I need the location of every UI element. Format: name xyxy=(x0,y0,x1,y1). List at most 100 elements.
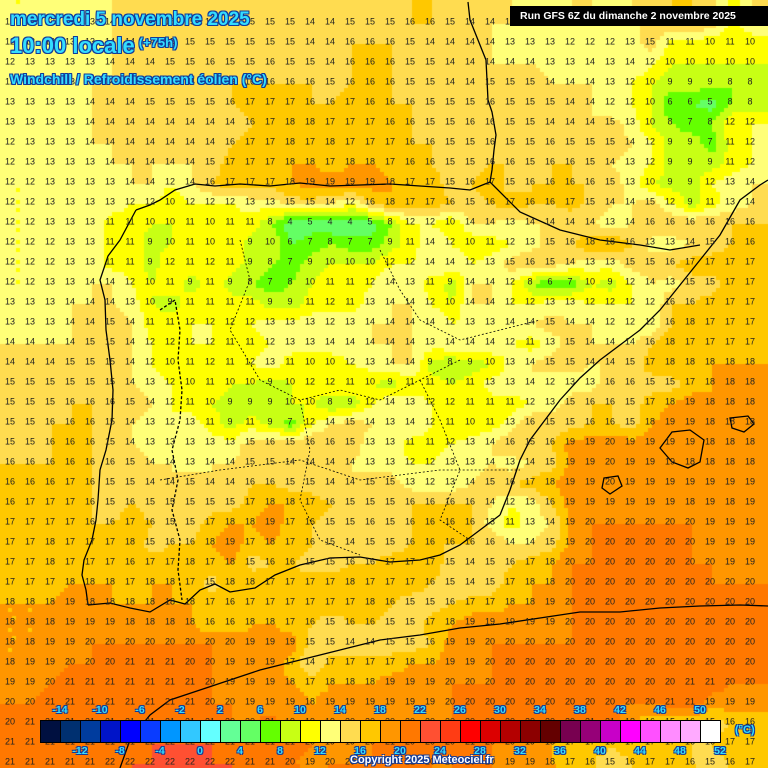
legend-swatch xyxy=(461,721,481,742)
grid-value: 19 xyxy=(64,616,76,627)
grid-value: 20 xyxy=(584,616,596,627)
grid-value: 9 xyxy=(167,296,173,307)
grid-value: 18 xyxy=(644,416,656,427)
grid-value: 13 xyxy=(44,216,56,227)
grid-value: 19 xyxy=(744,556,756,567)
grid-value: 15 xyxy=(344,496,356,507)
grid-value: 4 xyxy=(287,216,293,227)
grid-value: 15 xyxy=(104,496,116,507)
grid-value: 16 xyxy=(104,456,116,467)
grid-value: 20 xyxy=(604,536,616,547)
grid-value: 13 xyxy=(284,316,296,327)
grid-value: 11 xyxy=(125,256,135,267)
grid-value: 13 xyxy=(424,336,436,347)
grid-value: 20 xyxy=(464,676,476,687)
grid-value: 19 xyxy=(584,496,596,507)
grid-value: 16 xyxy=(344,76,356,87)
grid-value: 14 xyxy=(364,336,376,347)
grid-value: 17 xyxy=(324,156,336,167)
legend-tick-label: 40 xyxy=(594,745,606,757)
grid-value: 15 xyxy=(464,96,476,107)
grid-value: 18 xyxy=(224,576,236,587)
grid-value: 16 xyxy=(164,536,176,547)
grid-value: 20 xyxy=(604,556,616,567)
grid-value: 19 xyxy=(704,516,716,527)
legend-tick-label: 14 xyxy=(334,704,346,716)
grid-value: 13 xyxy=(24,36,36,47)
grid-value: 13 xyxy=(24,296,36,307)
grid-value: 12 xyxy=(504,296,516,307)
grid-value: 10 xyxy=(184,376,196,387)
grid-value: 17 xyxy=(744,736,756,747)
grid-value: 14 xyxy=(324,476,336,487)
grid-value: 16 xyxy=(24,456,36,467)
grid-value: 20 xyxy=(664,636,676,647)
grid-value: 17 xyxy=(404,576,416,587)
grid-value: 20 xyxy=(224,636,236,647)
grid-value: 15 xyxy=(324,536,336,547)
grid-value: 19 xyxy=(584,476,596,487)
grid-value: 15 xyxy=(104,436,116,447)
grid-value: 18 xyxy=(604,236,616,247)
grid-value: 11 xyxy=(185,256,195,267)
grid-value: 10 xyxy=(644,76,656,87)
grid-value: 16 xyxy=(544,176,556,187)
grid-value: 18 xyxy=(504,596,516,607)
grid-value: 14 xyxy=(584,76,596,87)
grid-value: 19 xyxy=(684,436,696,447)
grid-value: 14 xyxy=(484,216,496,227)
grid-value: 14 xyxy=(104,96,116,107)
grid-value: 12 xyxy=(644,56,656,67)
grid-value: 14 xyxy=(484,456,496,467)
grid-value: 12 xyxy=(384,256,396,267)
grid-value: 20 xyxy=(604,576,616,587)
grid-value: 16 xyxy=(524,196,536,207)
grid-value: 19 xyxy=(384,676,396,687)
grid-value: 21 xyxy=(104,696,116,707)
grid-value: 20 xyxy=(204,696,216,707)
grid-value: 20 xyxy=(624,556,636,567)
grid-value: 16 xyxy=(724,756,736,767)
grid-value: 15 xyxy=(104,376,116,387)
grid-value: 7 xyxy=(287,256,293,267)
grid-value: 20 xyxy=(604,636,616,647)
legend-tick-label: -2 xyxy=(175,704,185,716)
grid-value: 14 xyxy=(184,156,196,167)
grid-value: 18 xyxy=(144,596,156,607)
grid-value: 16 xyxy=(604,416,616,427)
grid-value: 18 xyxy=(364,156,376,167)
grid-value: 15 xyxy=(384,496,396,507)
grid-value: 9 xyxy=(187,276,193,287)
grid-value: 11 xyxy=(245,416,255,427)
grid-value: 18 xyxy=(344,676,356,687)
grid-value: 20 xyxy=(604,516,616,527)
grid-value: 15 xyxy=(564,356,576,367)
grid-value: 19 xyxy=(544,596,556,607)
grid-value: 11 xyxy=(105,256,115,267)
grid-value: 15 xyxy=(564,396,576,407)
grid-value: 12 xyxy=(204,316,216,327)
grid-value: 20 xyxy=(724,576,736,587)
grid-value: 9 xyxy=(267,376,273,387)
grid-value: 9 xyxy=(707,76,713,87)
grid-value: 16 xyxy=(384,596,396,607)
grid-value: 20 xyxy=(424,756,436,767)
grid-value: 18 xyxy=(284,176,296,187)
grid-value: 13 xyxy=(584,376,596,387)
grid-value: 16 xyxy=(284,556,296,567)
grid-value: 14 xyxy=(124,436,136,447)
grid-value: 12 xyxy=(324,316,336,327)
grid-value: 11 xyxy=(485,236,495,247)
grid-value: 17 xyxy=(64,556,76,567)
grid-value: 13 xyxy=(84,256,96,267)
grid-value: 9 xyxy=(687,156,693,167)
grid-value: 13 xyxy=(84,16,96,27)
grid-value: 12 xyxy=(24,16,36,27)
grid-value: 14 xyxy=(124,96,136,107)
grid-value: 13 xyxy=(484,376,496,387)
grid-value: 13 xyxy=(444,476,456,487)
grid-value: 16 xyxy=(424,636,436,647)
grid-value: 17 xyxy=(364,136,376,147)
grid-value: 15 xyxy=(464,136,476,147)
grid-value: 10 xyxy=(264,236,276,247)
